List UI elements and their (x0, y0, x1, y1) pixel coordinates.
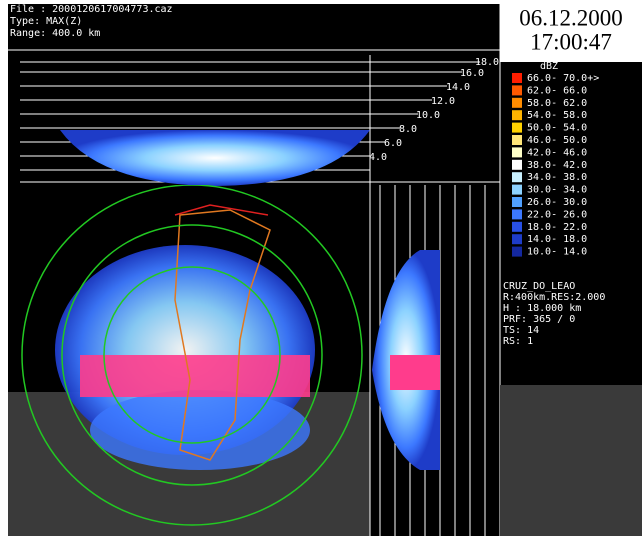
legend-label: 30.0- 34.0 (527, 185, 587, 196)
dynamic: 66.0- 70.0+>62.0- 66.0 58.0- 62.054.0- 58… (369, 57, 605, 347)
legend-swatch (512, 221, 522, 232)
legend-swatch (512, 197, 522, 207)
height-label: 10.0 (416, 110, 440, 121)
legend-swatch (512, 122, 522, 133)
legend-label: 22.0- 26.0 (527, 209, 587, 220)
legend-label: 54.0- 58.0 (527, 110, 587, 121)
legend-label: 62.0- 66.0 (527, 85, 587, 96)
height-label: 8.0 (399, 124, 417, 135)
station-info: H : 18.000 km (503, 303, 581, 314)
legend-swatch (512, 135, 522, 145)
legend-label: 66.0- 70.0+> (527, 73, 599, 84)
legend-label: 38.0- 42.0 (527, 160, 587, 171)
station-info: CRUZ_DO_LEAO (503, 281, 575, 292)
legend-label: 26.0- 30.0 (527, 197, 587, 208)
legend-swatch (512, 246, 522, 257)
legend-label: 18.0- 22.0 (527, 222, 587, 233)
range: Range: 400.0 km (10, 28, 100, 39)
legend-label: 42.0- 46.0 (527, 147, 587, 158)
vertical-section (60, 130, 370, 186)
legend-label: 58.0- 62.0 (527, 98, 587, 109)
height-label: 14.0 (446, 82, 470, 93)
legend-unit: dBZ (540, 61, 558, 72)
height-label: 4.0 (369, 152, 387, 163)
legend-swatch (512, 147, 522, 158)
product-type: Type: MAX(Z) (10, 16, 82, 27)
side-band (390, 355, 440, 390)
legend-label: 14.0- 18.0 (527, 234, 587, 245)
legend-swatch (512, 172, 522, 183)
file-name: File : 2000120617004773.caz (10, 4, 173, 15)
station-info: R:400km.RES:2.000 (503, 292, 605, 303)
legend-label: 34.0- 38.0 (527, 172, 587, 183)
legend-label: 50.0- 54.0 (527, 123, 587, 134)
legend-swatch (512, 184, 522, 195)
legend-swatch (512, 209, 522, 220)
legend-label: 10.0- 14.0 (527, 247, 587, 258)
legend-swatch (512, 73, 522, 83)
station-info: TS: 14 (503, 325, 539, 336)
map (21, 185, 363, 526)
date: 06.12.2000 (519, 5, 623, 30)
no-data-area (500, 385, 642, 536)
legend-label: 46.0- 50.0 (527, 135, 587, 146)
legend-swatch (512, 85, 522, 96)
time: 17:00:47 (530, 29, 612, 54)
height-label: 18.0 (475, 57, 499, 68)
height-label: 12.0 (431, 96, 455, 107)
station-info: RS: 1 (503, 336, 533, 347)
station-info: PRF: 365 / 0 (503, 314, 575, 325)
legend-swatch (512, 159, 522, 170)
height-label: 6.0 (384, 138, 402, 149)
legend-swatch (512, 97, 522, 108)
legend-swatch (512, 110, 522, 121)
legend-swatch (512, 234, 522, 245)
height-label: 16.0 (460, 68, 484, 79)
